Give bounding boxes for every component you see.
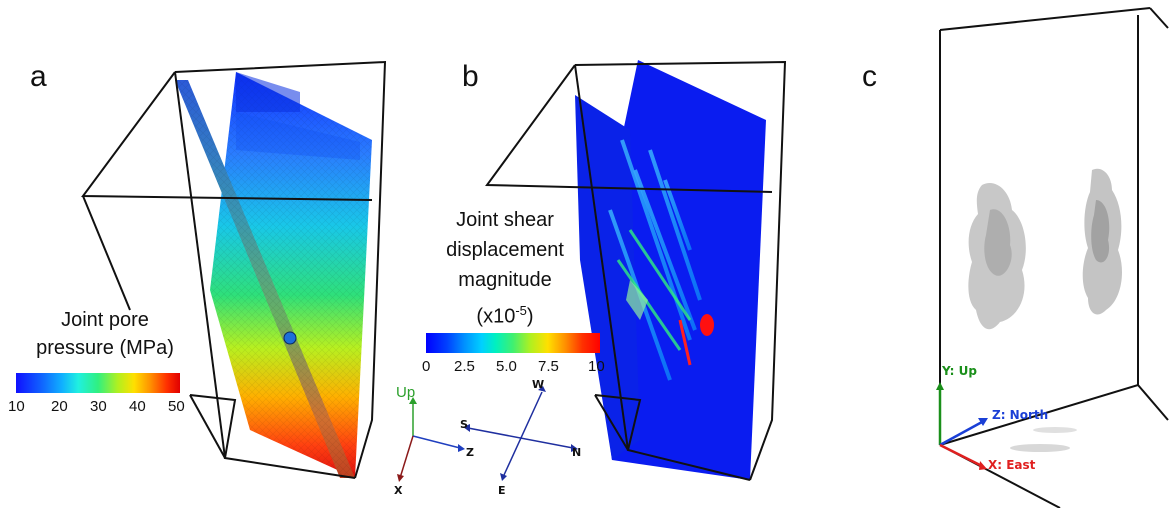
compass [463,386,578,481]
shear-title-exponent: -5 [515,303,527,318]
pore-pressure-tick-40: 40 [129,398,146,415]
shear-tick-0: 0 [422,358,431,375]
panel-c-model [936,7,1169,508]
triad-x-label: X [394,484,403,497]
panel-c: c Y: Up Z: North [790,0,1170,508]
pore-pressure-title-line2: pressure (MPa) [36,337,174,359]
triad-z-label: Z [466,446,474,459]
pore-pressure-title-line1: Joint pore [61,309,149,331]
panel-label-c: c [862,60,877,93]
model-box-wireframe-b [485,60,787,481]
triad-up-label: Up [396,384,416,401]
compass-e-label: E [498,484,506,497]
compass-n-label: N [572,446,582,459]
pore-pressure-colorbar [16,373,180,393]
pore-pressure-tick-30: 30 [90,398,107,415]
event-clouds [968,168,1122,452]
panel-b-model [397,60,787,482]
shear-title-suffix: ) [526,305,534,328]
axis-z-label: Z: North [992,408,1049,422]
pore-pressure-tick-50: 50 [168,398,185,415]
injection-point [283,331,297,345]
pore-pressure-tick-20: 20 [51,398,68,415]
orientation-triad [397,397,465,482]
axis-x-label: X: East [988,458,1036,472]
axis-triad-c [936,382,988,470]
shear-tick-2-5: 2.5 [454,358,475,375]
panel-label-a: a [30,60,47,93]
panel-a-model [81,60,387,479]
panel-label-b: b [462,60,479,93]
shear-colorbar [426,333,600,353]
shear-title-line2: displacement [446,239,564,261]
shear-title-line1: Joint shear [456,209,554,231]
panel-b: b [390,0,790,508]
compass-w-label: W [532,378,545,391]
pore-pressure-tick-10: 10 [8,398,25,415]
compass-s-label: S [460,418,468,431]
axis-y-label: Y: Up [942,364,977,378]
shear-title-prefix: (x10 [476,305,516,328]
panel-a: a [0,0,390,508]
shear-title-line3: magnitude [458,269,552,291]
shear-title-line4: (x10-5) [420,298,590,330]
shear-tick-5-0: 5.0 [496,358,517,375]
shear-tick-10: 10 [588,358,605,375]
model-box-wireframe [81,60,387,479]
shear-tick-7-5: 7.5 [538,358,559,375]
slip-hotspot [700,314,714,336]
